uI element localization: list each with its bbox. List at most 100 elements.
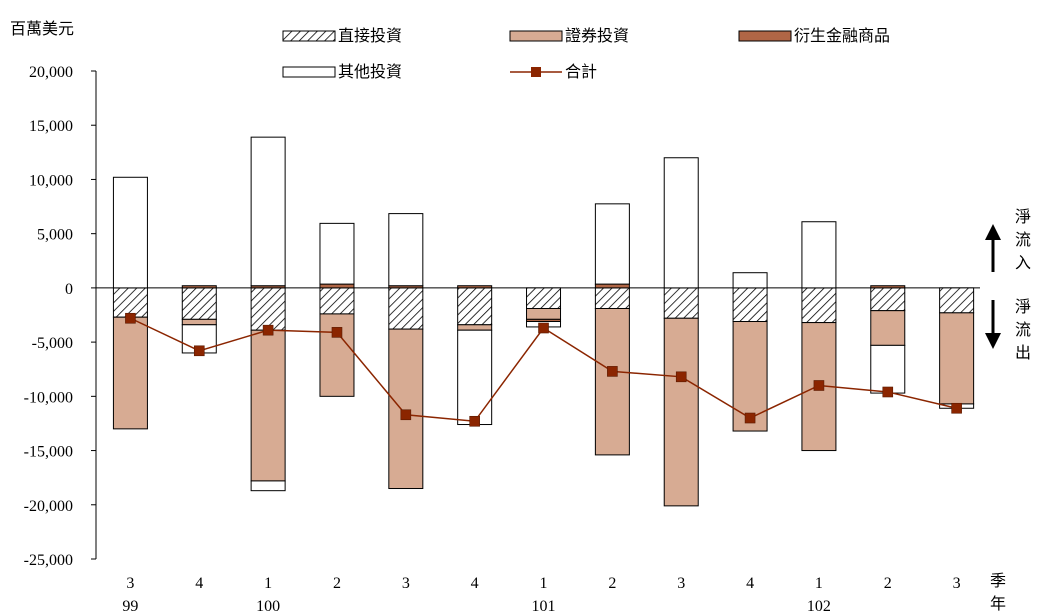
bar-segment	[870, 287, 906, 312]
bar-segment	[594, 287, 630, 309]
y-tick-label: -20,000	[24, 498, 73, 515]
bar-segment	[939, 312, 975, 405]
y-tick-label: -25,000	[24, 552, 73, 569]
bar-segment	[870, 285, 906, 289]
x-tick-label: 3	[677, 575, 685, 592]
bar-segment	[801, 287, 837, 324]
total-point	[538, 322, 549, 334]
bar-segment	[457, 285, 493, 289]
x-tick-label: 4	[195, 575, 203, 592]
total-point	[262, 324, 274, 336]
y-tick-label: -15,000	[24, 444, 73, 461]
bar-segment	[181, 318, 217, 326]
total-point	[675, 371, 687, 383]
x-tick-label: 2	[608, 575, 616, 592]
bar-segment	[870, 344, 906, 394]
y-tick-label: 20,000	[29, 64, 73, 81]
unit-label: 百萬美元	[10, 19, 74, 38]
bar-segment	[181, 285, 217, 289]
legend-marker	[531, 67, 541, 77]
inflow-label-char: 入	[1015, 253, 1031, 272]
bar-segment	[250, 329, 286, 482]
y-tick-label: -5,000	[32, 335, 73, 352]
outflow-label-char: 淨	[1015, 297, 1031, 316]
total-point	[951, 402, 962, 414]
legend-swatch	[509, 30, 563, 42]
bar-segment	[594, 203, 630, 285]
bar-segment	[663, 287, 699, 319]
legend-label: 合計	[565, 62, 597, 81]
inflow-label-char: 淨	[1015, 207, 1031, 226]
legend-swatch	[282, 30, 336, 42]
bar-segment	[112, 316, 148, 430]
y-tick-label: 0	[65, 281, 73, 298]
bar-segment	[457, 287, 493, 326]
outflow-label-char: 流	[1015, 320, 1031, 339]
x-tick-label: 2	[884, 575, 892, 592]
bar-segment	[250, 480, 286, 492]
y-tick-label: 5,000	[37, 227, 73, 244]
bar-segment	[526, 307, 562, 320]
bar-segment	[181, 287, 217, 320]
bar-segment	[112, 287, 148, 318]
x-tick-label: 1	[264, 575, 272, 592]
bar-segment	[388, 328, 424, 490]
inflow-label-char: 流	[1015, 230, 1031, 249]
total-point	[744, 412, 756, 424]
total-point	[331, 327, 343, 338]
legend-swatch	[738, 30, 792, 42]
x-tick-label: 3	[402, 575, 410, 592]
x-tick-label: 2	[333, 575, 341, 592]
x-tick-label: 4	[746, 575, 754, 592]
total-point	[125, 312, 136, 324]
bar-segment	[663, 157, 699, 289]
x-tick-label: 1	[815, 575, 823, 592]
bar-segment	[526, 287, 562, 309]
outflow-label-char: 出	[1015, 343, 1031, 362]
legend-label: 證券投資	[565, 26, 629, 45]
total-point	[400, 409, 412, 421]
legend-label: 直接投資	[338, 26, 402, 45]
bar-segment	[457, 324, 493, 331]
bars	[112, 136, 975, 507]
outflow-arrow-head	[985, 333, 1001, 349]
total-point	[193, 345, 205, 357]
x-tick-label: 1	[540, 575, 548, 592]
legend-label: 其他投資	[338, 62, 402, 81]
bar-segment	[801, 221, 837, 289]
total-line	[125, 312, 962, 427]
bar-segment	[112, 176, 148, 289]
bar-segment	[319, 287, 355, 315]
year-label: 101	[532, 598, 556, 613]
legend-label: 衍生金融商品	[794, 26, 890, 45]
y-tick-label: 15,000	[29, 118, 73, 135]
bar-segment	[319, 222, 355, 285]
total-point	[607, 366, 618, 377]
y-tick-label: 10,000	[29, 172, 73, 189]
quarter-unit-label: 季	[990, 571, 1006, 590]
legend-swatch	[282, 66, 336, 78]
bar-segment	[594, 283, 630, 289]
bar-segment	[939, 287, 975, 314]
x-tick-label: 4	[471, 575, 479, 592]
total-point	[882, 386, 894, 398]
total-point	[813, 380, 825, 391]
year-label: 100	[256, 598, 280, 613]
bar-segment	[457, 329, 493, 426]
year-label: 99	[122, 598, 138, 613]
x-tick-label: 3	[126, 575, 134, 592]
bar-segment	[388, 213, 424, 287]
year-label: 102	[807, 598, 831, 613]
total-point	[469, 415, 480, 427]
bar-segment	[319, 283, 355, 289]
bar-segment	[250, 136, 286, 287]
y-tick-label: -10,000	[24, 389, 73, 406]
bar-segment	[388, 287, 424, 330]
bar-segment	[663, 317, 699, 507]
inflow-arrow-head	[985, 224, 1001, 240]
x-tick-label: 3	[953, 575, 961, 592]
bar-segment	[250, 287, 286, 331]
axes: 20,000 15,000 10,000 5,000 0 -5,000 -10,000 -15…	[24, 64, 1006, 613]
